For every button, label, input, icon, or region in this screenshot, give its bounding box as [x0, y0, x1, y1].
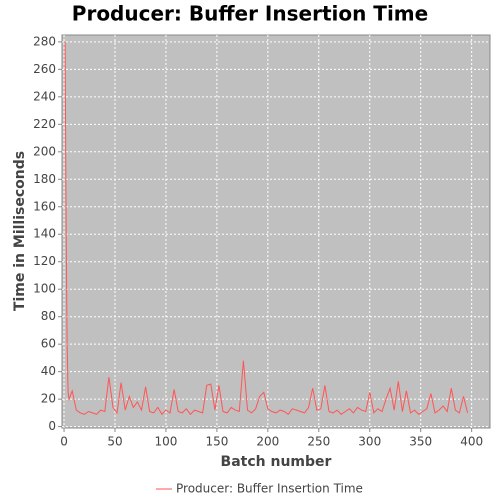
y-tick-label: 200 [33, 144, 56, 158]
y-tick-label: 220 [33, 117, 56, 131]
series-line [64, 41, 469, 416]
y-tick-label: 140 [33, 227, 56, 241]
y-tick-label: 0 [48, 419, 56, 433]
y-tick-label: 20 [41, 392, 56, 406]
y-tick-label: 80 [41, 309, 56, 323]
y-tick-label: 160 [33, 199, 56, 213]
x-tick-label: 0 [60, 435, 68, 449]
y-tick-label: 180 [33, 172, 56, 186]
x-tick-label: 400 [460, 435, 483, 449]
x-axis-label: Batch number [221, 454, 332, 470]
y-tick-label: 40 [41, 364, 56, 378]
chart-title: Producer: Buffer Insertion Time [72, 2, 428, 26]
x-tick-label: 350 [409, 435, 432, 449]
y-tick-label: 60 [41, 337, 56, 351]
plot-area [61, 34, 491, 429]
x-tick-label: 150 [205, 435, 228, 449]
legend-label: Producer: Buffer Insertion Time [176, 482, 363, 496]
x-tick-label: 250 [307, 435, 330, 449]
y-axis-label: Time in Milliseconds [12, 151, 28, 311]
x-tick-label: 300 [358, 435, 381, 449]
x-tick-label: 50 [107, 435, 122, 449]
y-tick-label: 120 [33, 254, 56, 268]
y-tick-label: 240 [33, 89, 56, 103]
y-tick-label: 280 [33, 34, 56, 48]
x-tick-label: 200 [256, 435, 279, 449]
y-tick-label: 100 [33, 282, 56, 296]
x-tick-label: 100 [154, 435, 177, 449]
y-tick-label: 260 [33, 62, 56, 76]
